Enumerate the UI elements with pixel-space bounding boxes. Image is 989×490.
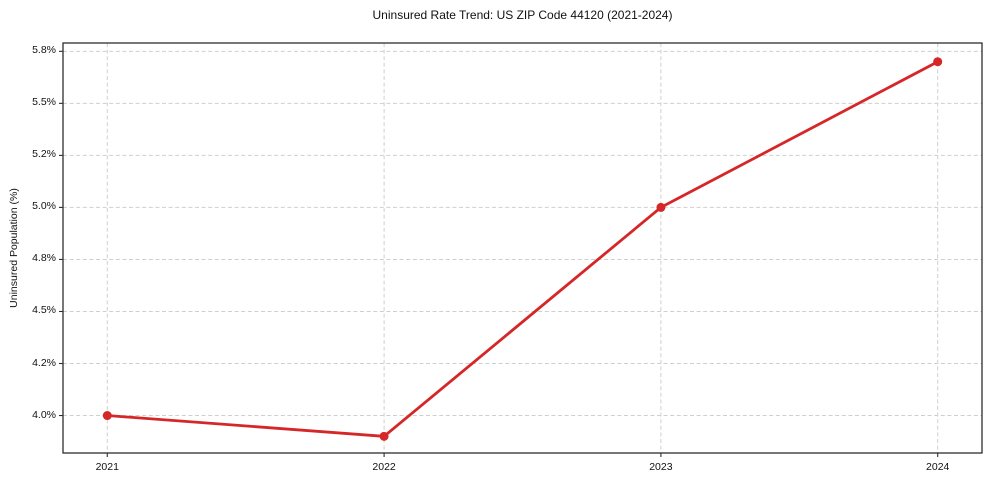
y-tick-label: 4.8% xyxy=(32,252,56,265)
x-tick-label: 2021 xyxy=(95,461,119,473)
y-tick-label: 4.2% xyxy=(32,356,56,369)
x-tick-label: 2024 xyxy=(926,461,950,473)
y-tick-label: 5.8% xyxy=(32,44,56,57)
y-tick-label: 5.5% xyxy=(32,96,56,109)
chart-title: Uninsured Rate Trend: US ZIP Code 44120 … xyxy=(372,8,673,22)
data-point xyxy=(933,57,943,67)
y-tick-label: 5.2% xyxy=(32,148,56,161)
y-tick-label: 4.5% xyxy=(32,304,56,317)
data-point xyxy=(379,431,389,441)
y-tick-label: 5.0% xyxy=(32,200,56,213)
x-tick-label: 2022 xyxy=(372,461,396,473)
x-tick-label: 2023 xyxy=(649,461,673,473)
plot-border xyxy=(62,42,983,454)
data-point xyxy=(656,202,666,212)
data-point xyxy=(102,411,112,421)
y-tick-label: 4.0% xyxy=(32,408,56,421)
trend-line xyxy=(105,60,940,438)
